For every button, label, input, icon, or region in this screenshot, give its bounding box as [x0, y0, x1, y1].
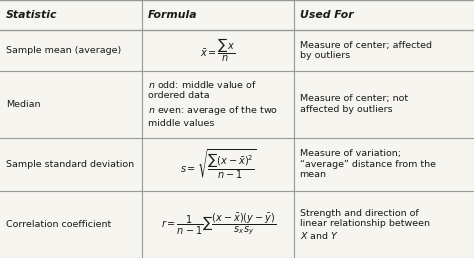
Text: Median: Median [6, 100, 40, 109]
Text: Formula: Formula [148, 10, 198, 20]
Text: Measure of variation;
“average” distance from the
mean: Measure of variation; “average” distance… [300, 149, 436, 179]
Text: Sample mean (average): Sample mean (average) [6, 46, 121, 55]
Text: Statistic: Statistic [6, 10, 57, 20]
Text: Measure of center; not
affected by outliers: Measure of center; not affected by outli… [300, 94, 408, 114]
Text: $r = \dfrac{1}{n-1}\sum\dfrac{(x-\bar{x})(y-\bar{y})}{s_x s_y}$: $r = \dfrac{1}{n-1}\sum\dfrac{(x-\bar{x}… [161, 212, 275, 237]
Text: Used For: Used For [300, 10, 353, 20]
Text: $n$ odd: middle value of
ordered data: $n$ odd: middle value of ordered data [148, 79, 257, 100]
Text: Correlation coefficient: Correlation coefficient [6, 220, 111, 229]
Text: Sample standard deviation: Sample standard deviation [6, 160, 134, 169]
Text: $s = \sqrt{\dfrac{\sum(x-\bar{x})^{2}}{n-1}}$: $s = \sqrt{\dfrac{\sum(x-\bar{x})^{2}}{n… [180, 148, 256, 181]
Text: $\bar{x} = \dfrac{\sum x}{n}$: $\bar{x} = \dfrac{\sum x}{n}$ [201, 37, 236, 64]
Text: $n$ even: average of the two
middle values: $n$ even: average of the two middle valu… [148, 104, 278, 128]
Text: Strength and direction of
linear relationship between
$X$ and $Y$: Strength and direction of linear relatio… [300, 208, 429, 241]
Text: Measure of center; affected
by outliers: Measure of center; affected by outliers [300, 41, 431, 60]
